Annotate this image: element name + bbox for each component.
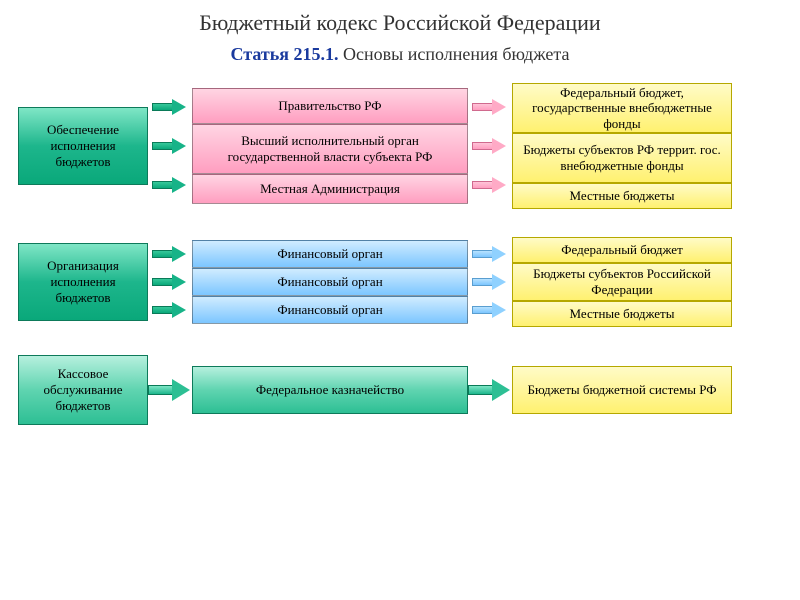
page-title: Бюджетный кодекс Российской Федерации xyxy=(0,0,800,36)
diagram-container: Обеспечение исполнения бюджетов Правитель… xyxy=(0,83,800,425)
arrow-icon xyxy=(472,138,508,154)
left-box: Обеспечение исполнения бюджетов xyxy=(18,107,148,185)
arrow-icon xyxy=(472,177,508,193)
right-box: Местные бюджеты xyxy=(512,183,732,209)
arrow-col-right xyxy=(468,88,512,204)
arrow-icon xyxy=(152,274,188,290)
section-0: Обеспечение исполнения бюджетов Правитель… xyxy=(0,83,800,209)
mid-column: Федеральное казначейство xyxy=(192,366,468,414)
arrow-col-right xyxy=(468,240,512,324)
arrow-col-left xyxy=(148,240,192,324)
mid-column: Финансовый органФинансовый органФинансов… xyxy=(192,240,468,324)
left-box: Организация исполнения бюджетов xyxy=(18,243,148,321)
right-column: Бюджеты бюджетной системы РФ xyxy=(512,366,732,414)
arrow-col-right xyxy=(468,366,512,414)
left-box: Кассовое обслуживание бюджетов xyxy=(18,355,148,425)
arrow-icon xyxy=(152,302,188,318)
right-box: Бюджеты субъектов РФ террит. гос. внебюд… xyxy=(512,133,732,183)
page-subtitle: Статья 215.1. Основы исполнения бюджета xyxy=(0,36,800,83)
mid-box: Финансовый орган xyxy=(192,268,468,296)
arrow-icon xyxy=(472,246,508,262)
mid-box: Федеральное казначейство xyxy=(192,366,468,414)
mid-box: Правительство РФ xyxy=(192,88,468,124)
mid-box: Финансовый орган xyxy=(192,240,468,268)
arrow-icon xyxy=(472,302,508,318)
mid-column: Правительство РФВысший исполнительный ор… xyxy=(192,88,468,204)
right-box: Федеральный бюджет, государственные внеб… xyxy=(512,83,732,133)
arrow-icon xyxy=(152,177,188,193)
arrow-icon xyxy=(472,99,508,115)
arrow-icon xyxy=(152,246,188,262)
right-box: Федеральный бюджет xyxy=(512,237,732,263)
article-number: Статья 215.1. xyxy=(231,44,339,64)
mid-box: Высший исполнительный орган государствен… xyxy=(192,124,468,174)
mid-box: Местная Администрация xyxy=(192,174,468,204)
section-1: Организация исполнения бюджетов Финансовы… xyxy=(0,237,800,327)
mid-box: Финансовый орган xyxy=(192,296,468,324)
right-column: Федеральный бюджет, государственные внеб… xyxy=(512,83,732,209)
arrow-icon xyxy=(468,379,512,401)
right-column: Федеральный бюджетБюджеты субъектов Росс… xyxy=(512,237,732,327)
arrow-icon xyxy=(148,379,192,401)
arrow-col-left xyxy=(148,88,192,204)
arrow-col-left xyxy=(148,366,192,414)
right-box: Бюджеты субъектов Российской Федерации xyxy=(512,263,732,301)
right-box: Бюджеты бюджетной системы РФ xyxy=(512,366,732,414)
arrow-icon xyxy=(472,274,508,290)
section-2: Кассовое обслуживание бюджетов Федерально… xyxy=(0,355,800,425)
article-name: Основы исполнения бюджета xyxy=(338,44,569,64)
arrow-icon xyxy=(152,138,188,154)
right-box: Местные бюджеты xyxy=(512,301,732,327)
arrow-icon xyxy=(152,99,188,115)
